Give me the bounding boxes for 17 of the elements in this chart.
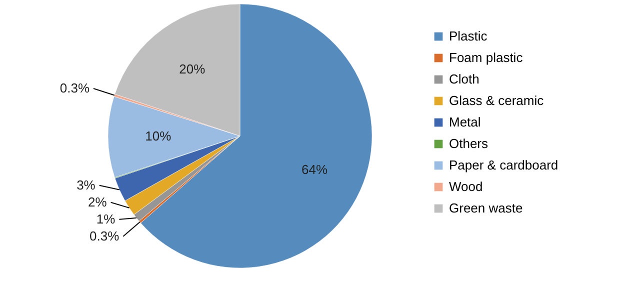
data-label: 3% [76, 177, 96, 192]
legend-label: Plastic [449, 28, 488, 44]
data-label: 1% [96, 211, 116, 226]
legend-label: Glass & ceramic [449, 93, 544, 108]
legend-label: Foam plastic [449, 50, 524, 65]
legend-label: Others [449, 136, 489, 151]
data-label: 2% [88, 194, 108, 210]
legend-label: Green waste [449, 200, 523, 216]
legend-label: Metal [449, 114, 481, 130]
data-label: 20% [179, 62, 206, 77]
data-label: 0.3% [60, 80, 90, 96]
data-label: 0.3% [90, 228, 120, 244]
data-label: 64% [302, 162, 328, 177]
legend-label: Cloth [449, 72, 480, 86]
legend-label: Wood [449, 179, 483, 194]
data-label: 10% [145, 128, 172, 144]
legend-label: Paper & cardboard [449, 158, 558, 172]
